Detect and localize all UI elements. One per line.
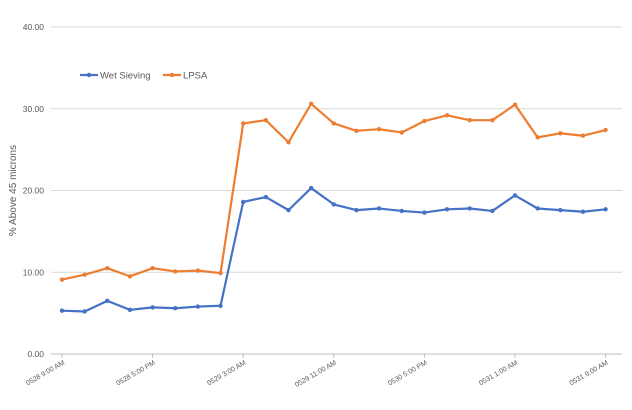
y-axis-title: % Above 45 microns xyxy=(8,145,19,236)
legend-marker xyxy=(86,72,92,78)
data-point-lpsa xyxy=(558,131,563,136)
data-point-wet-sieving xyxy=(444,207,450,212)
data-point-wet-sieving xyxy=(308,185,314,191)
data-point-lpsa xyxy=(82,272,87,277)
data-point-wet-sieving xyxy=(399,208,404,214)
legend-item-lpsa: LPSA xyxy=(163,71,208,82)
data-point-wet-sieving xyxy=(150,305,155,310)
data-point-wet-sieving xyxy=(263,194,269,200)
legend-label: Wet Sieving xyxy=(100,71,151,82)
data-point-wet-sieving xyxy=(422,210,427,215)
x-tick-label: 0529 3:00 AM xyxy=(206,360,247,388)
legend-label: LPSA xyxy=(183,71,208,82)
data-point-lpsa xyxy=(59,277,65,282)
data-point-wet-sieving xyxy=(467,206,472,211)
data-point-wet-sieving xyxy=(331,202,336,207)
data-point-lpsa xyxy=(127,274,133,279)
data-point-wet-sieving xyxy=(59,308,65,313)
data-point-lpsa xyxy=(603,127,608,133)
data-point-lpsa xyxy=(308,101,314,107)
data-point-wet-sieving xyxy=(535,206,540,211)
x-tick-label: 0531 9:00 AM xyxy=(569,360,610,388)
data-point-lpsa xyxy=(286,140,291,145)
data-point-wet-sieving xyxy=(105,298,110,304)
data-point-wet-sieving xyxy=(376,206,382,211)
data-point-lpsa xyxy=(354,128,359,134)
gridlines xyxy=(51,26,622,273)
series-lpsa xyxy=(59,101,608,282)
data-point-lpsa xyxy=(422,118,427,124)
data-point-wet-sieving xyxy=(580,209,586,214)
series-wet-sieving xyxy=(59,185,608,314)
data-point-lpsa xyxy=(150,265,155,271)
data-point-lpsa xyxy=(399,130,404,135)
data-point-wet-sieving xyxy=(354,207,359,213)
data-point-wet-sieving xyxy=(218,303,223,308)
data-point-lpsa xyxy=(105,265,110,271)
data-point-wet-sieving xyxy=(241,199,246,205)
data-point-lpsa xyxy=(490,117,495,123)
data-point-lpsa xyxy=(173,269,178,274)
data-point-lpsa xyxy=(535,135,540,140)
data-point-wet-sieving xyxy=(195,304,201,309)
x-tick-label: 0528 5:00 PM xyxy=(115,360,156,388)
x-tick-label: 0529 11:00 AM xyxy=(294,360,338,389)
series-line-lpsa xyxy=(61,102,606,281)
data-point-lpsa xyxy=(218,270,223,276)
data-point-lpsa xyxy=(331,121,336,126)
legend: Wet Sieving LPSA xyxy=(80,71,208,82)
data-point-wet-sieving xyxy=(286,207,291,213)
data-point-lpsa xyxy=(444,113,450,118)
data-point-lpsa xyxy=(467,117,472,123)
y-tick-label: 10.00 xyxy=(23,267,45,277)
data-point-lpsa xyxy=(241,121,246,126)
y-tick-label: 20.00 xyxy=(23,186,45,196)
data-point-wet-sieving xyxy=(490,208,495,214)
data-point-lpsa xyxy=(580,133,586,138)
legend-item-wet-sieving: Wet Sieving xyxy=(80,71,151,82)
data-point-lpsa xyxy=(195,268,201,273)
x-tick-label: 0530 5:00 PM xyxy=(387,360,428,388)
x-tick-label: 0531 1:00 AM xyxy=(478,360,519,388)
series-layer xyxy=(59,101,608,314)
data-point-wet-sieving xyxy=(512,193,518,198)
legend-marker xyxy=(169,72,175,78)
data-point-wet-sieving xyxy=(127,307,133,313)
data-point-lpsa xyxy=(263,117,269,123)
y-tick-label: 30.00 xyxy=(23,104,45,114)
data-point-lpsa xyxy=(512,102,518,107)
data-point-lpsa xyxy=(376,126,382,132)
data-point-wet-sieving xyxy=(558,207,563,213)
y-tick-label: 0.00 xyxy=(27,349,44,359)
data-point-wet-sieving xyxy=(82,309,87,314)
x-tick-label: 0528 9:00 AM xyxy=(25,360,66,388)
data-point-wet-sieving xyxy=(173,306,178,311)
y-tick-label: 40.00 xyxy=(23,22,45,32)
data-point-wet-sieving xyxy=(603,207,608,212)
